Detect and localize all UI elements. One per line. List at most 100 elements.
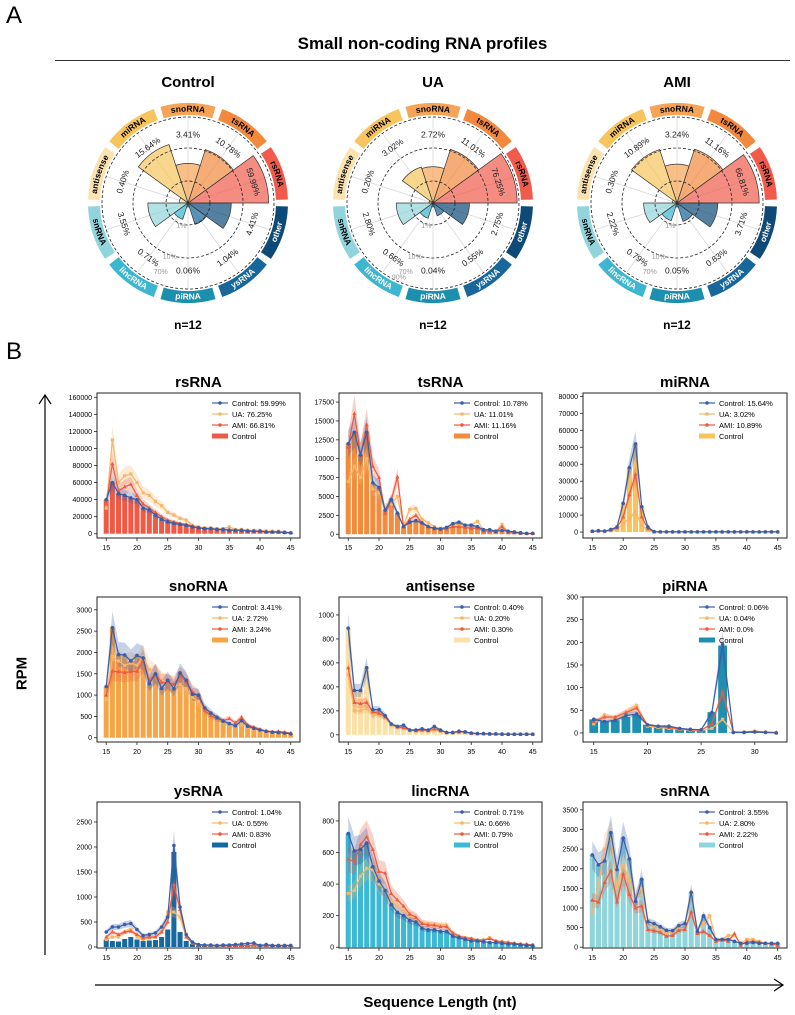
marker-control: [395, 724, 400, 729]
marker-control: [282, 530, 287, 535]
bar: [370, 709, 376, 735]
bar: [713, 939, 719, 948]
bar: [401, 526, 407, 535]
legend-label: Control: [232, 636, 257, 645]
marker-control: [732, 939, 737, 944]
ring-segment-lincRNA: [109, 257, 158, 297]
legend-marker: [218, 605, 222, 609]
legend-marker: [460, 423, 464, 427]
y-tick-label: 1500: [76, 671, 92, 678]
marker-control: [714, 530, 718, 534]
marker-ua: [227, 525, 231, 529]
ring-segment-lincRNA: [354, 257, 403, 297]
marker-control: [624, 713, 628, 718]
bar: [731, 941, 737, 948]
marker-ua: [635, 704, 639, 708]
marker-ua: [389, 899, 393, 904]
marker-control: [288, 531, 293, 535]
marker-control: [432, 526, 437, 530]
legend: Control: 1.04% UA: 0.55% AMI: 0.83% Control: [212, 808, 282, 850]
legend-label: AMI: 0.83%: [232, 830, 271, 839]
marker-ami: [116, 932, 121, 936]
legend-marker: [218, 412, 222, 416]
x-tick-label: 25: [406, 545, 414, 552]
marker-control: [494, 940, 498, 945]
marker-control: [110, 480, 115, 485]
ring-segment-rsRNA: [749, 147, 777, 200]
marker-ua: [346, 479, 350, 483]
legend: Control: 59.99% UA: 76.25% AMI: 66.81% Cont…: [212, 399, 286, 441]
marker-ua: [141, 491, 145, 495]
band-ami: [106, 649, 291, 734]
y-tick-label: 2000: [76, 650, 92, 657]
marker-ami: [602, 714, 607, 719]
marker-control: [645, 722, 650, 727]
marker-control: [481, 527, 486, 532]
marker-control: [184, 932, 188, 937]
percent-label: 0.20%: [359, 168, 376, 194]
ring-segment-lincRNA: [598, 257, 647, 297]
marker-ami: [627, 492, 632, 497]
bar: [345, 443, 351, 535]
panel-b-letter: B: [6, 338, 23, 365]
marker-ami: [134, 493, 139, 497]
marker-control: [487, 940, 492, 945]
percent-label: 2.80%: [361, 211, 378, 237]
marker-control: [346, 831, 351, 836]
marker-control: [141, 506, 145, 510]
legend-label: AMI: 2.22%: [719, 830, 758, 839]
marker-control: [432, 724, 437, 729]
marker-control: [209, 943, 213, 947]
bar: [345, 628, 351, 735]
marker-control: [633, 899, 638, 904]
marker-control: [494, 732, 498, 736]
marker-control: [383, 713, 387, 718]
legend-bar-swatch: [699, 637, 715, 643]
length-chart-ysrna: ysRNA 15 20 25 30 35 40 45 0 500 1000 1500 2000 2500 C…: [76, 783, 301, 962]
marker-control: [621, 501, 625, 506]
marker-ami: [104, 692, 109, 697]
bar: [128, 937, 134, 947]
bar: [437, 931, 444, 948]
marker-control: [500, 941, 504, 946]
bar: [364, 432, 370, 535]
marker-control: [276, 530, 281, 534]
marker-control: [518, 530, 523, 535]
marker-control: [463, 523, 467, 527]
ring-label-text: piRNA: [664, 291, 690, 302]
legend-marker: [705, 616, 709, 620]
marker-control: [506, 942, 510, 946]
marker-ami: [596, 899, 601, 904]
marker-control: [233, 528, 238, 533]
x-tick-label: 30: [437, 749, 445, 756]
marker-ua: [104, 697, 108, 701]
y-axis-arrow: [38, 393, 52, 955]
marker-control: [377, 707, 381, 712]
marker-ami: [358, 842, 363, 847]
marker-ua: [732, 933, 737, 938]
x-tick-label: 35: [712, 545, 720, 552]
y-tick-label: 1500: [562, 886, 578, 893]
marker-control: [506, 732, 510, 737]
y-tick-label: 600: [322, 660, 334, 667]
line-control: [105, 845, 291, 947]
marker-control: [757, 530, 761, 534]
ring-label-snoRNA: snoRNA: [415, 103, 451, 115]
marker-control: [757, 941, 761, 946]
marker-control: [172, 686, 176, 691]
bar: [171, 688, 177, 738]
legend-label: AMI: 11.16%: [474, 421, 517, 430]
marker-ua: [172, 684, 176, 689]
marker-control: [738, 530, 743, 534]
bar: [146, 940, 152, 947]
marker-ami: [159, 514, 164, 519]
marker-ua: [116, 659, 121, 663]
y-tick-label: 1000: [562, 905, 578, 912]
y-tick-label: 120000: [69, 429, 92, 436]
marker-ami: [346, 665, 351, 670]
marker-ua: [590, 910, 594, 914]
bar: [189, 694, 195, 738]
legend-label: UA: 11.01%: [474, 410, 514, 419]
marker-control: [420, 926, 424, 931]
marker-ami: [358, 701, 363, 706]
